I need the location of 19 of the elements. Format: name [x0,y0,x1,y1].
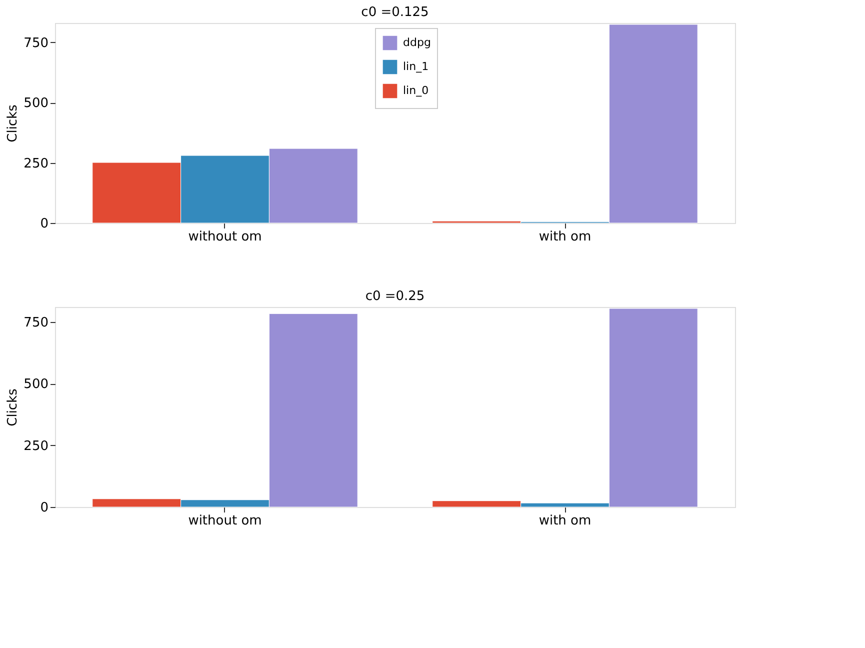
x-tick-label: with om [538,230,592,244]
legend-label: ddpg [403,36,431,49]
chart-title: c0 =0.125 [361,5,429,20]
y-tick-label: 750 [24,36,48,51]
x-tick-label: without om [188,230,262,244]
x-tick-label: without om [188,514,262,528]
y-tick-label: 0 [40,500,48,516]
y-tick-label: 500 [24,96,48,112]
chart-title: c0 =0.25 [365,289,425,304]
y-axis-title: Clicks [6,388,21,426]
y-tick-label: 0 [40,216,48,232]
legend-label: lin_1 [403,60,429,73]
y-tick-label: 250 [24,156,48,172]
y-tick-label: 500 [24,377,48,392]
y-tick-label: 250 [24,438,48,454]
y-tick-label: 750 [24,315,48,330]
y-axis-title: Clicks [6,104,21,142]
x-tick-label: with om [538,514,592,528]
legend-label: lin_0 [403,84,429,97]
